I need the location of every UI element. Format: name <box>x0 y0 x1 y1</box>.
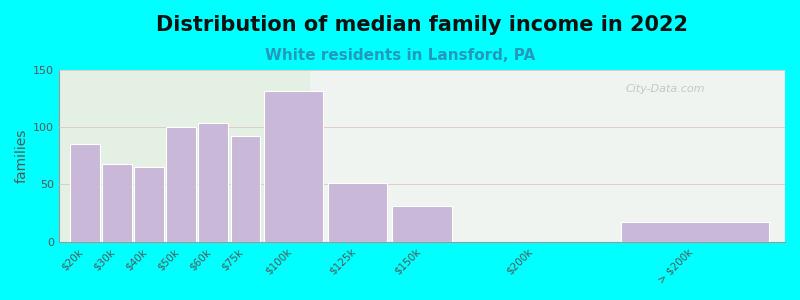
Bar <box>102 164 132 242</box>
Title: Distribution of median family income in 2022: Distribution of median family income in … <box>156 15 688 35</box>
Bar <box>70 144 99 242</box>
Bar <box>166 127 196 242</box>
Bar <box>393 206 451 242</box>
Bar <box>134 167 164 242</box>
Bar <box>264 91 323 242</box>
Text: City-Data.com: City-Data.com <box>626 84 705 94</box>
Bar <box>230 136 260 242</box>
Bar <box>328 183 387 242</box>
Bar <box>621 222 769 242</box>
Bar <box>198 123 228 242</box>
Y-axis label: families: families <box>15 129 29 183</box>
Bar <box>310 58 791 242</box>
Text: White residents in Lansford, PA: White residents in Lansford, PA <box>265 48 535 63</box>
